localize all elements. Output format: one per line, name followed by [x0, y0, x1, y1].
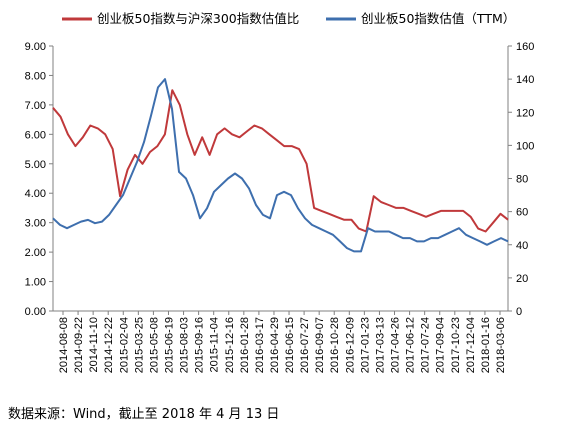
left-tick-label: 3.00 — [25, 218, 46, 230]
x-tick-label: 2017-12-04 — [465, 317, 477, 373]
x-tick-label: 2014-12-22 — [103, 317, 115, 373]
x-tick-label: 2015-08-03 — [179, 317, 191, 373]
x-tick-label: 2017-03-13 — [374, 317, 386, 373]
x-tick-label: 2014-11-10 — [88, 317, 100, 372]
right-tick-label: 140 — [516, 74, 534, 86]
x-tick-label: 2017-07-24 — [420, 317, 432, 373]
x-tick-label: 2014-09-22 — [73, 317, 85, 373]
x-tick-label: 2015-05-08 — [148, 317, 160, 373]
legend-label-2: 创业板50指数估值（TTM） — [361, 11, 515, 26]
x-tick-label: 2016-04-29 — [269, 317, 281, 373]
left-tick-label: 4.00 — [25, 188, 46, 200]
x-tick-label: 2016-03-17 — [254, 317, 266, 373]
chart: 创业板50指数与沪深300指数估值比 创业板50指数估值（TTM） 0.00 1.0… — [25, 11, 535, 373]
x-tick-label: 2015-02-04 — [118, 317, 130, 373]
left-tick-label: 6.00 — [25, 129, 46, 141]
left-tick-label: 1.00 — [25, 277, 46, 289]
x-tick-label: 2016-06-15 — [284, 317, 296, 373]
left-tick-label: 2.00 — [25, 247, 46, 259]
x-tick-label: 2018-03-06 — [495, 317, 507, 373]
source-note: 数据来源：Wind，截止至 2018 年 4 月 13 日 — [8, 407, 280, 422]
right-tick-label: 60 — [516, 207, 528, 219]
right-tick-label: 20 — [516, 273, 528, 285]
x-tick-label: 2015-03-25 — [133, 317, 145, 373]
legend-label-1: 创业板50指数与沪深300指数估值比 — [97, 11, 299, 26]
x-tick-label: 2016-01-28 — [239, 317, 251, 373]
x-tick-label: 2016-12-09 — [344, 317, 356, 373]
left-tick-label: 5.00 — [25, 159, 46, 171]
series-layer — [52, 78, 509, 253]
x-tick-label: 2015-11-04 — [209, 317, 221, 372]
x-tick-label: 2017-01-23 — [359, 317, 371, 373]
x-tick-label: 2015-09-16 — [194, 317, 206, 373]
x-tick-label: 2015-12-16 — [224, 317, 236, 373]
legend: 创业板50指数与沪深300指数估值比 创业板50指数估值（TTM） — [62, 11, 515, 26]
x-tick-label: 2014-08-08 — [58, 317, 70, 373]
x-tick-label: 2016-07-27 — [299, 317, 311, 373]
right-tick-label: 100 — [516, 140, 534, 152]
x-tick-label: 2017-06-12 — [405, 317, 417, 373]
x-tick-label: 2017-04-26 — [390, 317, 402, 373]
x-tick-label: 2015-06-19 — [163, 317, 175, 373]
x-tick-label: 2017-09-04 — [435, 317, 447, 373]
right-tick-label: 160 — [516, 41, 534, 53]
left-tick-label: 0.00 — [25, 306, 46, 318]
x-tick-label: 2016-10-28 — [329, 317, 341, 373]
x-tick-label: 2018-01-16 — [480, 317, 492, 373]
right-tick-label: 0 — [516, 306, 522, 318]
left-tick-label: 9.00 — [25, 41, 46, 53]
series-line-1 — [52, 89, 509, 233]
x-tick-label: 2017-10-23 — [450, 317, 462, 373]
x-tick-label: 2016-09-07 — [314, 317, 326, 373]
axes: 0.00 1.00 2.00 3.00 4.00 5.00 6.00 7.00 8.00 9.00… — [25, 41, 535, 373]
right-tick-label: 80 — [516, 174, 528, 186]
right-tick-label: 40 — [516, 240, 528, 252]
right-tick-label: 120 — [516, 107, 534, 119]
left-tick-label: 8.00 — [25, 70, 46, 82]
left-tick-label: 7.00 — [25, 100, 46, 112]
series-line-2 — [52, 78, 509, 253]
